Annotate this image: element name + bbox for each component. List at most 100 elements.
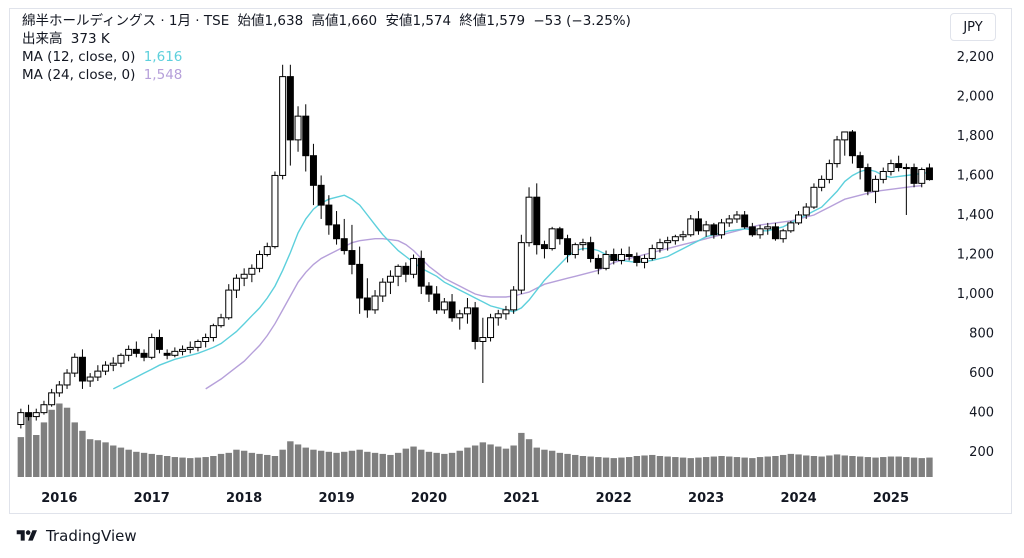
candlestick-series — [17, 64, 933, 429]
candle — [340, 218, 348, 255]
candle-body — [810, 186, 818, 208]
x-tick-label: 2016 — [41, 491, 77, 506]
volume-bar — [179, 457, 186, 477]
candle — [602, 250, 610, 271]
candle — [487, 313, 495, 342]
volume-bar — [641, 455, 648, 477]
volume-bar — [610, 458, 617, 477]
volume-bar — [471, 445, 479, 477]
candle-body — [602, 254, 610, 269]
volume-bar — [803, 455, 810, 477]
candle-body — [109, 362, 117, 366]
volume-row: 出来高 373 K — [22, 30, 635, 48]
candle-body — [610, 254, 618, 261]
volume-bar — [287, 441, 294, 477]
x-tick-label: 2021 — [503, 491, 539, 506]
candle-body — [225, 289, 233, 319]
candle — [587, 236, 595, 263]
volume-bar — [264, 454, 271, 477]
candle — [656, 238, 664, 253]
volume-bar — [595, 457, 602, 477]
volume-bar — [271, 456, 279, 477]
volume-bar — [418, 449, 425, 477]
volume-bar — [333, 452, 340, 477]
candle-body — [117, 354, 125, 364]
candle-body — [433, 293, 441, 311]
candle — [440, 297, 448, 314]
candle-body — [148, 337, 156, 358]
volume-bar — [187, 458, 194, 477]
candle-body — [417, 257, 425, 287]
volume-bar — [410, 446, 417, 477]
low-label: 安値 — [385, 13, 413, 29]
candle — [294, 106, 302, 152]
candle — [78, 349, 86, 389]
volume-bar — [202, 457, 209, 477]
candle-body — [679, 234, 687, 238]
candle-body — [102, 364, 110, 372]
candle-body — [171, 350, 179, 356]
change-value: −53 (−3.25%) — [533, 13, 631, 29]
candle-body — [348, 250, 356, 265]
volume-bar — [94, 440, 102, 477]
candle-body — [479, 337, 487, 342]
volume-bar — [256, 453, 263, 477]
volume-bar — [787, 453, 795, 477]
candle — [556, 226, 564, 245]
volume-bar — [710, 456, 718, 477]
currency-button[interactable]: JPY — [950, 13, 996, 41]
candle — [795, 211, 803, 225]
candle — [232, 274, 240, 298]
candle — [525, 187, 533, 247]
x-tick-label: 2023 — [688, 491, 724, 506]
candle — [494, 309, 502, 326]
candle-body — [764, 226, 772, 230]
candle — [448, 294, 456, 322]
candle-body — [879, 170, 887, 180]
candle-body — [625, 254, 633, 257]
candle — [163, 349, 171, 360]
candle-body — [802, 206, 810, 216]
volume-bar — [233, 449, 240, 477]
volume-bar — [502, 448, 510, 477]
price-axis[interactable]: 200 400 600 800 1,000 1,200 1,400 1,600 1,800 2,0… — [957, 50, 994, 460]
volume-bar — [702, 457, 710, 477]
candle — [641, 254, 649, 269]
x-tick-label: 2025 — [873, 491, 909, 506]
volume-bar — [464, 447, 471, 477]
tradingview-brand[interactable]: TradingView — [14, 527, 137, 545]
candle — [725, 214, 733, 227]
volume-bar — [56, 403, 63, 477]
candle-body — [779, 230, 787, 240]
candle — [925, 163, 933, 181]
candle — [918, 167, 926, 188]
candle-body — [271, 174, 279, 248]
candle — [217, 313, 225, 328]
candle — [787, 220, 795, 233]
volume-bar — [903, 457, 910, 477]
volume-bar — [148, 453, 155, 477]
candle-body — [902, 167, 910, 170]
candle — [225, 284, 233, 320]
candle — [625, 246, 633, 261]
volume-bar — [194, 457, 202, 477]
ma12-row: MA (12, close, 0) 1,616 — [22, 48, 635, 66]
volume-bar — [425, 451, 433, 477]
candle-body — [787, 222, 795, 232]
candle-body — [818, 178, 826, 188]
volume-bar — [756, 457, 764, 477]
volume-bar — [448, 452, 456, 477]
time-axis[interactable]: 2016 2017 2018 2019 2020 2021 2022 2023 2024 2025 — [41, 491, 909, 506]
volume-bar — [695, 457, 702, 477]
volume-bar — [726, 456, 733, 477]
volume-bar — [25, 416, 32, 477]
candle-body — [564, 238, 572, 256]
x-tick-label: 2024 — [780, 491, 816, 506]
ma12-label: MA (12, close, 0) — [22, 49, 136, 65]
candle-body — [641, 257, 649, 263]
candle — [333, 211, 341, 245]
volume-bar — [564, 453, 571, 477]
price-chart[interactable]: 200 400 600 800 1,000 1,200 1,400 1,600 1,800 2,0… — [0, 0, 1024, 520]
candle — [702, 220, 710, 237]
candle-body — [487, 317, 495, 339]
